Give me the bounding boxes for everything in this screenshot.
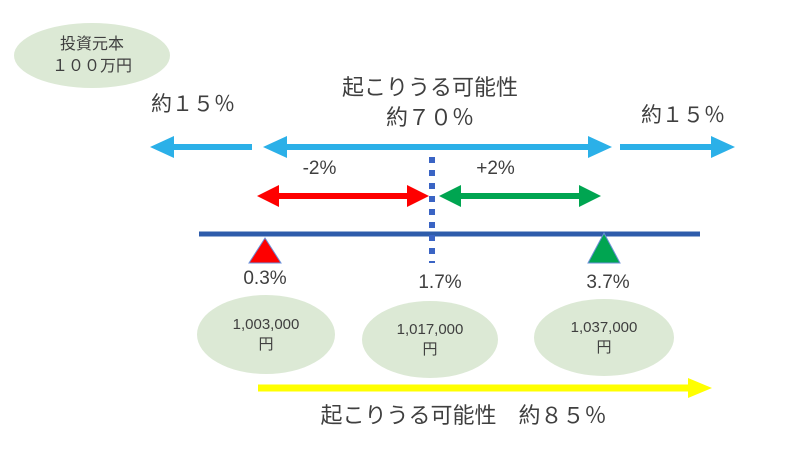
plus-2pct-arrow bbox=[439, 185, 601, 207]
left-15pct-arrow bbox=[150, 136, 252, 158]
amount-low-unit: 円 bbox=[258, 335, 274, 353]
amount-high-unit: 円 bbox=[596, 338, 612, 356]
amount-low: 1,003,000 bbox=[232, 315, 300, 333]
bottom-85pct-arrow bbox=[258, 378, 712, 398]
center-70pct-arrow bbox=[263, 136, 612, 158]
return-low-pct: 0.3% bbox=[243, 268, 287, 289]
amount-ellipse-low: 1,003,000 円 bbox=[197, 295, 335, 374]
right-probability-label: 約１５％ bbox=[641, 104, 725, 127]
principal-line2: １００万円 bbox=[51, 57, 132, 75]
center-probability-line2: 約７０％ bbox=[385, 105, 474, 130]
amount-high: 1,037,000 bbox=[570, 318, 638, 336]
amount-mean-unit: 円 bbox=[422, 340, 438, 358]
return-high-pct: 3.7% bbox=[586, 272, 630, 293]
right-15pct-arrow bbox=[620, 136, 735, 158]
center-probability-line1: 起こりうる可能性 bbox=[341, 75, 518, 100]
left-probability-label: 約１５％ bbox=[151, 93, 235, 116]
minus-2pct-label: -2% bbox=[302, 158, 337, 179]
bottom-probability-label: 起こりうる可能性 約８５％ bbox=[320, 403, 607, 428]
amount-ellipse-mean: 1,017,000 円 bbox=[362, 301, 498, 378]
principal-line1: 投資元本 bbox=[59, 35, 124, 53]
green-triangle-marker bbox=[587, 231, 621, 264]
amount-mean: 1,017,000 bbox=[396, 320, 464, 338]
amount-ellipse-high: 1,037,000 円 bbox=[534, 299, 674, 376]
plus-2pct-label: +2% bbox=[476, 158, 515, 179]
minus-2pct-arrow bbox=[257, 185, 429, 207]
red-triangle-marker bbox=[248, 237, 282, 264]
center-probability-label: 起こりうる可能性 約７０％ bbox=[315, 73, 545, 133]
principal-ellipse: 投資元本 １００万円 bbox=[14, 23, 170, 88]
return-mean-pct: 1.7% bbox=[418, 272, 462, 293]
